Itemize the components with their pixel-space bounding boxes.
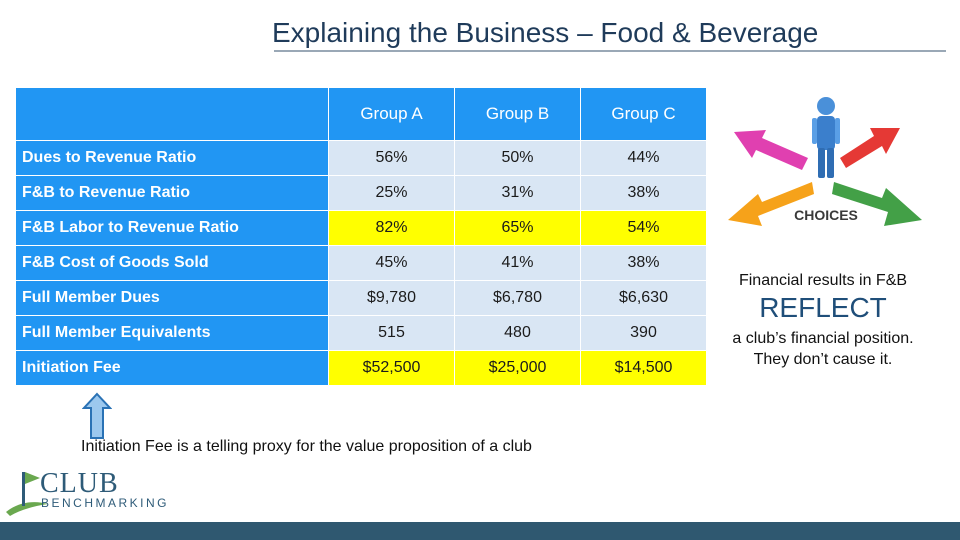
logo-subtitle: BENCHMARKING	[41, 496, 170, 510]
red-arrow-icon	[840, 128, 900, 168]
table-row: F&B Cost of Goods Sold 45% 41% 38%	[15, 245, 707, 281]
table-row: Full Member Dues $9,780 $6,780 $6,630	[15, 280, 707, 316]
table-header-row: Group A Group B Group C	[15, 87, 707, 141]
logo-wordmark: CLUB	[40, 468, 119, 499]
choices-illustration: CHOICES	[728, 97, 922, 226]
table-cell: 38%	[580, 175, 707, 211]
title-underline	[274, 50, 946, 52]
row-label: Full Member Dues	[15, 280, 329, 316]
green-arrow-icon	[832, 182, 922, 226]
initiation-fee-caption: Initiation Fee is a telling proxy for th…	[81, 438, 532, 455]
row-label: Initiation Fee	[15, 350, 329, 386]
callout-line-1: Financial results in F&B	[738, 272, 908, 289]
orange-arrow-icon	[728, 182, 814, 226]
row-label: Dues to Revenue Ratio	[15, 140, 329, 176]
table-cell: 54%	[580, 210, 707, 246]
up-arrow-icon	[82, 392, 112, 439]
callout-emphasis: REFLECT	[759, 292, 887, 323]
table-cell: 38%	[580, 245, 707, 281]
table-cell: $6,780	[454, 280, 581, 316]
table-cell: 480	[454, 315, 581, 351]
table-cell: 25%	[328, 175, 455, 211]
table-cell: 41%	[454, 245, 581, 281]
column-header-blank	[15, 87, 329, 141]
table-cell: 56%	[328, 140, 455, 176]
table-cell: 515	[328, 315, 455, 351]
footer-bar	[0, 522, 960, 540]
person-figure-icon	[812, 97, 840, 178]
slide-title: Explaining the Business – Food & Beverag…	[272, 17, 819, 48]
table-row-highlighted: F&B Labor to Revenue Ratio 82% 65% 54%	[15, 210, 707, 246]
table-cell: 390	[580, 315, 707, 351]
row-label: Full Member Equivalents	[15, 315, 329, 351]
table-cell: 65%	[454, 210, 581, 246]
table-cell: 50%	[454, 140, 581, 176]
row-label: F&B Labor to Revenue Ratio	[15, 210, 329, 246]
table-cell: 44%	[580, 140, 707, 176]
table-row: Dues to Revenue Ratio 56% 50% 44%	[15, 140, 707, 176]
choices-label: CHOICES	[794, 207, 858, 223]
callout-line-2: a club’s financial position.	[732, 330, 914, 347]
column-header-group-c: Group C	[580, 87, 707, 141]
table-row-highlighted: Initiation Fee $52,500 $25,000 $14,500	[15, 350, 707, 386]
column-header-group-b: Group B	[454, 87, 581, 141]
table-cell: $25,000	[454, 350, 581, 386]
table-cell: 45%	[328, 245, 455, 281]
table-cell: $14,500	[580, 350, 707, 386]
table-cell: 31%	[454, 175, 581, 211]
table-row: Full Member Equivalents 515 480 390	[15, 315, 707, 351]
callout-line-3: They don’t cause it.	[753, 351, 893, 368]
pink-arrow-icon	[734, 130, 808, 170]
table-cell: 82%	[328, 210, 455, 246]
table-cell: $6,630	[580, 280, 707, 316]
row-label: F&B Cost of Goods Sold	[15, 245, 329, 281]
table-row: F&B to Revenue Ratio 25% 31% 38%	[15, 175, 707, 211]
table-cell: $9,780	[328, 280, 455, 316]
metrics-table: Group A Group B Group C Dues to Revenue …	[15, 87, 707, 386]
callout-lines-2-3: a club’s financial position. They don’t …	[712, 328, 934, 370]
column-header-group-a: Group A	[328, 87, 455, 141]
table-cell: $52,500	[328, 350, 455, 386]
row-label: F&B to Revenue Ratio	[15, 175, 329, 211]
club-benchmarking-logo-icon	[6, 472, 48, 516]
